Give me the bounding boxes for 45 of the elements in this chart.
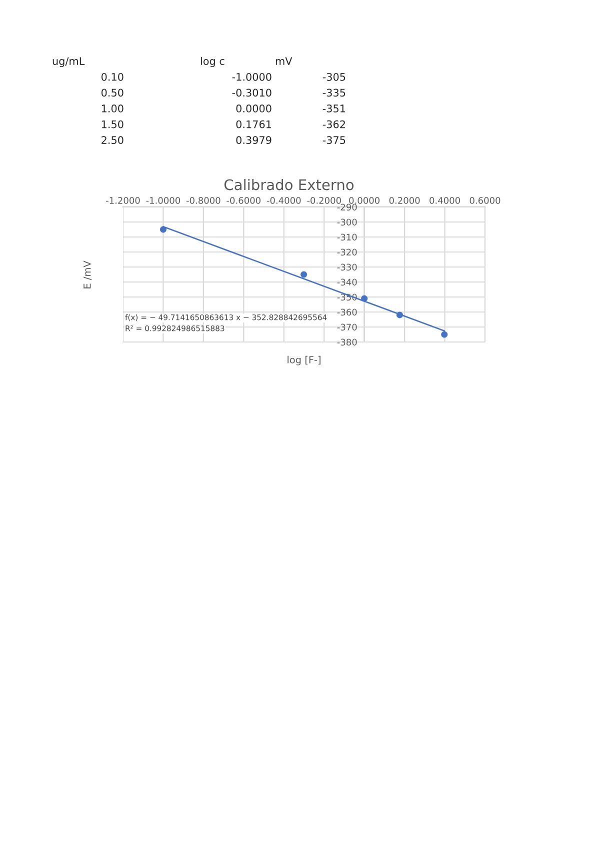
x-tick-label: 0.2000 bbox=[389, 197, 420, 204]
text: -351 bbox=[322, 104, 346, 112]
chart-title: Calibrado Externo bbox=[224, 178, 354, 190]
text: 0.3979 bbox=[236, 136, 272, 144]
text: -375 bbox=[322, 136, 346, 144]
text: ug/mL bbox=[52, 57, 85, 68]
text: -362 bbox=[322, 120, 345, 128]
y-tick-label: -310 bbox=[337, 234, 357, 241]
text: -1.0000 bbox=[232, 72, 272, 81]
text: -305 bbox=[322, 72, 346, 81]
x-tick-label: -0.6000 bbox=[226, 197, 260, 204]
x-tick-label: -0.8000 bbox=[186, 197, 220, 204]
text: 0.50 bbox=[101, 88, 124, 97]
text: log c bbox=[200, 56, 224, 68]
y-tick-label: -320 bbox=[337, 248, 357, 256]
text: mV bbox=[276, 57, 292, 65]
y-axis-title: E /mV bbox=[84, 260, 92, 288]
x-tick-label: 0.0000 bbox=[349, 197, 380, 204]
text: 2.50 bbox=[102, 136, 124, 144]
text: -335 bbox=[322, 88, 346, 97]
point bbox=[361, 295, 368, 302]
y-tick-label: -290 bbox=[337, 204, 357, 211]
text: 1.00 bbox=[102, 104, 124, 112]
point bbox=[441, 331, 448, 338]
y-tick-label: -380 bbox=[337, 338, 357, 346]
text: 0.10 bbox=[101, 72, 124, 81]
x-tick-label: -0.4000 bbox=[266, 197, 301, 204]
y-tick-label: -330 bbox=[337, 264, 357, 271]
y-tick-label: -360 bbox=[337, 308, 357, 316]
text: 1.50 bbox=[102, 120, 124, 128]
point bbox=[300, 271, 308, 278]
x-tick-label: -1.2000 bbox=[106, 197, 140, 204]
x-axis-title: log [F-] bbox=[288, 356, 320, 366]
x-tick-label: -0.2000 bbox=[307, 197, 341, 204]
text: 0.0000 bbox=[236, 104, 272, 112]
x-tick-label: 0.4000 bbox=[430, 197, 460, 204]
y-tick-label: -340 bbox=[337, 278, 357, 286]
text: -0.3010 bbox=[232, 88, 272, 97]
x-tick-label: -1.0000 bbox=[146, 197, 180, 204]
y-tick-label: -300 bbox=[337, 218, 357, 226]
point bbox=[160, 226, 166, 233]
y-tick-label: -370 bbox=[337, 324, 357, 331]
text: 0.1761 bbox=[236, 120, 272, 128]
x-tick-label: 0.6000 bbox=[470, 197, 500, 204]
point bbox=[396, 312, 404, 318]
